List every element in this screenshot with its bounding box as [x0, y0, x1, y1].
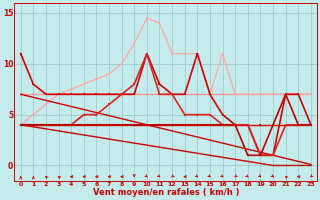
X-axis label: Vent moyen/en rafales ( km/h ): Vent moyen/en rafales ( km/h ): [92, 188, 239, 197]
